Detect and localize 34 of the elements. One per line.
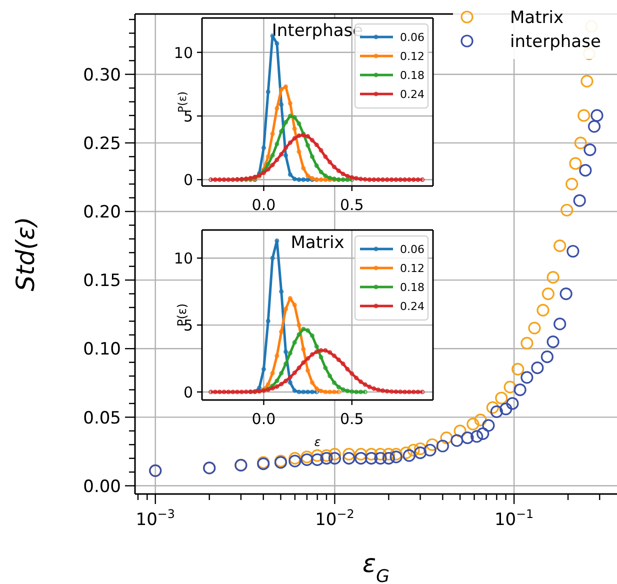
y-tick-label: 5 [183, 107, 193, 126]
y-tick-label: 0.15 [83, 271, 121, 292]
x-tick-label: 10$^{−3}$ [136, 507, 175, 530]
legend-label: interphase [510, 32, 601, 52]
legend-label: Matrix [510, 8, 564, 28]
x-tick-label: 10$^{−1}$ [494, 507, 534, 530]
legend-label: 0.24 [400, 88, 424, 101]
y-tick-label: 0 [183, 171, 193, 190]
x-tick-label: 0.0 [252, 196, 276, 214]
legend-label: 0.24 [400, 300, 424, 313]
x-tick-label: 0.5 [340, 410, 364, 428]
legend-label: 0.06 [400, 243, 424, 256]
legend-label: 0.06 [400, 31, 424, 44]
legend-label: 0.12 [400, 50, 424, 63]
chart-title: Matrix [290, 233, 344, 253]
y-tick-label: 0 [183, 383, 193, 402]
y-tick-label: 0.30 [83, 65, 121, 86]
y-tick-label: 10 [174, 44, 193, 62]
y-tick-label: 0.05 [83, 408, 121, 428]
y-tick-label: 0.20 [83, 202, 121, 223]
y-tick-label: 0.25 [83, 134, 121, 154]
legend-label: 0.12 [400, 262, 424, 275]
x-tick-label: 0.5 [340, 196, 364, 214]
chart-title: Interphase [272, 21, 364, 41]
legend-label: 0.18 [400, 69, 424, 82]
x-tick-label: 10$^{−2}$ [315, 507, 354, 530]
x-axis-title: ε$_{G}$ [362, 549, 390, 584]
y-axis-title: Std(ε) [11, 216, 40, 292]
x-tick-label: 0.0 [252, 410, 276, 428]
y-tick-label: 0.00 [83, 476, 121, 497]
y-tick-label: 0.10 [83, 340, 121, 360]
y-tick-label: 10 [174, 250, 193, 268]
legend-label: 0.18 [400, 281, 424, 294]
x-axis-title: ε [314, 435, 322, 449]
